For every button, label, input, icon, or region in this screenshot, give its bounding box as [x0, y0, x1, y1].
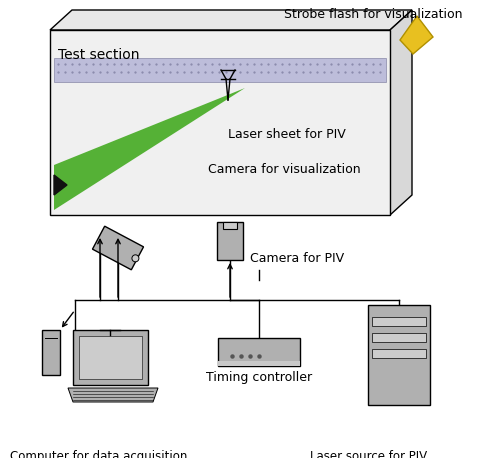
- Text: Computer for data acquisition: Computer for data acquisition: [10, 450, 187, 458]
- Bar: [218, 361, 300, 366]
- Polygon shape: [54, 88, 245, 210]
- Bar: [368, 305, 430, 405]
- Text: Laser sheet for PIV: Laser sheet for PIV: [228, 128, 346, 141]
- Polygon shape: [50, 10, 412, 30]
- Bar: [42, 330, 60, 375]
- Text: Timing controller: Timing controller: [206, 371, 312, 384]
- Bar: [79, 336, 142, 379]
- Bar: [73, 330, 148, 385]
- Text: Camera for visualization: Camera for visualization: [208, 163, 360, 176]
- Bar: [372, 349, 426, 358]
- Bar: [50, 30, 390, 215]
- Circle shape: [132, 255, 139, 262]
- Polygon shape: [54, 175, 67, 195]
- Text: Strobe flash for visualization: Strobe flash for visualization: [284, 8, 462, 21]
- Bar: [217, 222, 243, 260]
- Bar: [372, 317, 426, 326]
- Text: Test section: Test section: [58, 48, 140, 62]
- Bar: [372, 333, 426, 342]
- Bar: [54, 58, 386, 82]
- Polygon shape: [400, 16, 433, 54]
- Polygon shape: [68, 388, 158, 402]
- Text: Laser source for PIV: Laser source for PIV: [310, 450, 427, 458]
- Bar: [218, 338, 300, 366]
- Bar: [223, 222, 237, 229]
- Polygon shape: [93, 226, 144, 270]
- Text: Camera for PIV: Camera for PIV: [250, 252, 344, 265]
- Polygon shape: [390, 10, 412, 215]
